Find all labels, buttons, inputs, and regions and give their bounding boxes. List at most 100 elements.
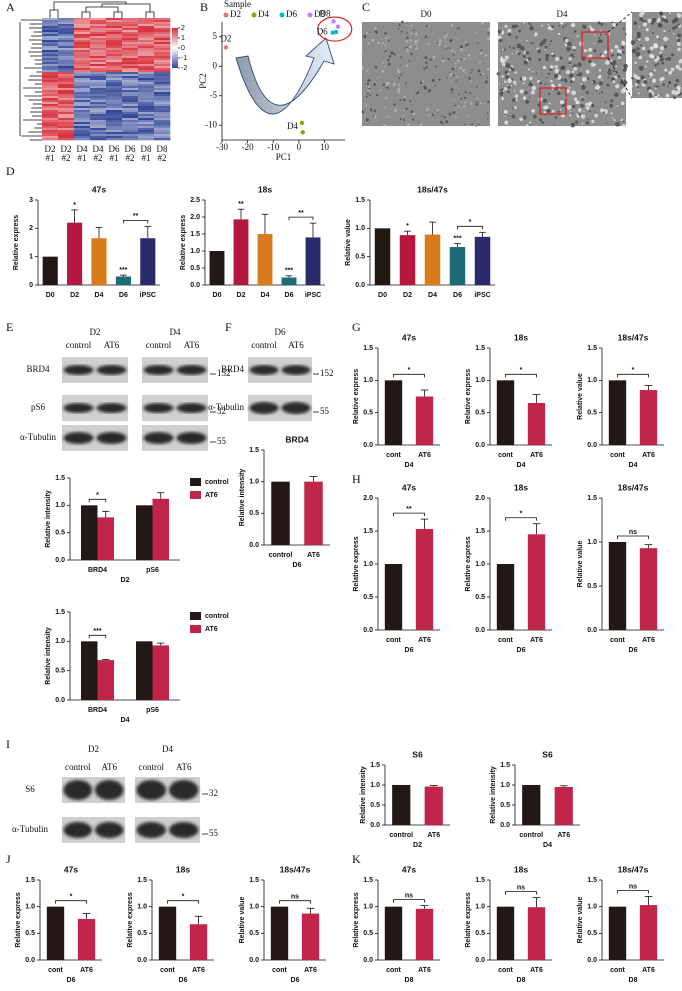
cell bbox=[423, 86, 427, 90]
dendrogram bbox=[53, 1, 127, 10]
cell bbox=[672, 32, 675, 35]
legend-label: AT6 bbox=[205, 492, 218, 499]
cell bbox=[600, 91, 603, 94]
cell bbox=[384, 43, 386, 45]
cell bbox=[544, 42, 546, 45]
cell bbox=[375, 93, 379, 97]
cell bbox=[487, 118, 489, 120]
cell bbox=[525, 99, 530, 104]
heatmap-cell bbox=[42, 76, 59, 79]
heatmap-cell bbox=[138, 70, 155, 73]
heatmap-cell bbox=[138, 82, 155, 85]
cell bbox=[523, 60, 528, 65]
bar bbox=[639, 548, 658, 630]
heatmap-cell bbox=[154, 26, 171, 29]
x-tick-label: iPSC bbox=[305, 292, 321, 299]
heatmap-cell bbox=[154, 130, 171, 133]
cell bbox=[607, 70, 612, 76]
cell bbox=[405, 36, 409, 40]
heatmap-cell bbox=[74, 92, 91, 95]
cell bbox=[600, 22, 604, 26]
heatmap-cell bbox=[58, 48, 75, 51]
heatmap-cell bbox=[74, 122, 91, 125]
heatmap-cell bbox=[122, 56, 139, 59]
x-tick-label: cont bbox=[610, 967, 625, 974]
heatmap-cell bbox=[42, 138, 59, 141]
x-tick-label: AT6 bbox=[530, 637, 543, 644]
cell bbox=[418, 122, 420, 124]
heatmap-cell bbox=[42, 68, 59, 71]
bar bbox=[639, 905, 658, 960]
heatmap-cell bbox=[42, 136, 59, 139]
cell bbox=[447, 57, 450, 61]
cell bbox=[509, 68, 512, 71]
heatmap-cell bbox=[42, 82, 59, 85]
x-tick-label: cont bbox=[498, 452, 513, 459]
cell bbox=[427, 43, 430, 46]
heatmap-cell bbox=[106, 40, 123, 43]
cell bbox=[574, 120, 579, 125]
zoom-box bbox=[581, 31, 609, 59]
cell bbox=[510, 66, 513, 70]
heatmap-cell bbox=[58, 136, 75, 139]
cell bbox=[651, 32, 654, 35]
x-tick-label: cont bbox=[610, 637, 625, 644]
cell bbox=[384, 65, 386, 67]
heatmap-cell bbox=[106, 30, 123, 33]
cell bbox=[536, 80, 540, 84]
scale-tick-label: 1 bbox=[181, 35, 185, 42]
panel-letter: E bbox=[6, 320, 13, 334]
heatmap-cell bbox=[42, 78, 59, 81]
heatmap-cell bbox=[138, 84, 155, 87]
cell bbox=[635, 51, 641, 57]
panel-letter: C bbox=[362, 0, 370, 14]
heatmap-cell bbox=[58, 114, 75, 117]
lane-label: control bbox=[251, 340, 277, 350]
y-tick-label: 0 bbox=[213, 60, 218, 70]
cell bbox=[422, 80, 424, 83]
heatmap-cell bbox=[58, 118, 75, 121]
significance-bracket bbox=[123, 219, 149, 224]
chart-title: 18s bbox=[514, 332, 528, 342]
y-tick-label: 1.0 bbox=[587, 539, 597, 546]
heatmap-cell bbox=[90, 22, 107, 25]
cell bbox=[544, 83, 547, 85]
heatmap-cell bbox=[106, 98, 123, 101]
cell bbox=[416, 56, 418, 59]
cell bbox=[620, 118, 624, 122]
cell bbox=[601, 79, 603, 81]
cell bbox=[564, 38, 569, 43]
heatmap-cell bbox=[58, 102, 75, 105]
y-axis-label: Relative intensity bbox=[45, 490, 52, 548]
y-axis-label: Relative value bbox=[345, 219, 352, 266]
heatmap-cell bbox=[106, 112, 123, 115]
heatmap-cell bbox=[154, 46, 171, 49]
y-tick-label: 0.5 bbox=[355, 254, 365, 261]
cell bbox=[457, 106, 460, 109]
cell bbox=[667, 56, 672, 61]
heatmap-cell bbox=[106, 122, 123, 125]
cell bbox=[676, 38, 681, 43]
micrograph bbox=[362, 22, 490, 126]
x-axis-label: D6 bbox=[291, 977, 300, 984]
legend-swatch bbox=[190, 612, 201, 620]
y-tick-label: 0.0 bbox=[475, 442, 485, 449]
y-tick-label: 1.5 bbox=[587, 345, 597, 352]
cell bbox=[366, 69, 369, 72]
cell bbox=[634, 61, 637, 64]
heatmap-cell bbox=[122, 58, 139, 61]
cell bbox=[587, 59, 592, 63]
cell bbox=[513, 80, 517, 84]
heatmap-cell bbox=[90, 118, 107, 121]
lane-label: control bbox=[139, 762, 165, 772]
cell bbox=[659, 46, 665, 51]
cell bbox=[460, 48, 464, 52]
cell bbox=[522, 82, 525, 85]
heatmap-cell bbox=[42, 92, 59, 95]
cell bbox=[570, 73, 574, 78]
heatmap-cell bbox=[58, 34, 75, 37]
cell bbox=[504, 48, 507, 51]
cell bbox=[516, 43, 522, 49]
heatmap-cell bbox=[90, 64, 107, 67]
cell bbox=[504, 55, 509, 60]
